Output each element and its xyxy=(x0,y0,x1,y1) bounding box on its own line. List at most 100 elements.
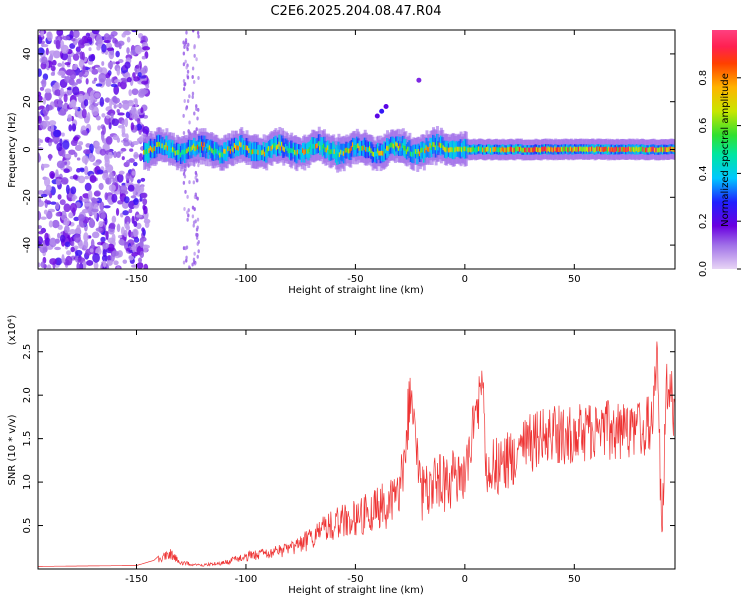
heatmap-cell xyxy=(54,246,61,251)
heatmap-cell xyxy=(438,142,442,148)
heatmap-cell xyxy=(559,147,562,153)
heatmap-cell xyxy=(597,146,601,152)
heatmap-cell xyxy=(610,146,614,152)
heatmap-cell xyxy=(131,113,139,120)
heatmap-cell xyxy=(565,146,569,152)
heatmap-cell xyxy=(116,173,124,183)
heatmap-cell xyxy=(513,147,516,153)
heatmap-cell xyxy=(337,149,340,155)
heatmap-cell xyxy=(329,149,333,155)
heatmap-cell xyxy=(468,147,472,153)
heatmap-cell xyxy=(140,88,149,95)
heatmap-cell xyxy=(274,142,277,148)
heatmap-cell xyxy=(292,147,296,153)
heatmap-cell xyxy=(389,142,393,148)
heatmap-cell xyxy=(97,125,101,131)
heatmap-cell xyxy=(258,150,262,156)
heatmap-cell xyxy=(101,113,106,118)
heatmap-cell xyxy=(261,150,264,156)
heatmap-cell xyxy=(544,146,548,152)
heatmap-cell xyxy=(43,177,51,187)
heatmap-cell xyxy=(71,241,75,247)
heatmap-cell xyxy=(433,142,436,148)
heatmap-cell xyxy=(44,237,51,247)
heatmap-cell xyxy=(556,147,560,152)
heatmap-cell xyxy=(403,145,406,151)
heatmap-cell xyxy=(196,116,199,121)
heatmap-cell xyxy=(142,125,150,135)
heatmap-cell xyxy=(63,168,70,174)
heatmap-cell xyxy=(592,146,595,152)
heatmap-cell xyxy=(541,146,544,152)
heatmap-cell xyxy=(183,45,186,50)
heatmap-cell xyxy=(269,146,272,152)
heatmap-cell xyxy=(77,93,84,103)
colorbar-tick-label: 0.6 xyxy=(698,118,709,134)
heatmap-cell xyxy=(144,149,147,155)
heatmap-cell xyxy=(416,152,419,157)
heatmap-cell xyxy=(442,145,446,151)
heatmap-cell xyxy=(596,146,599,152)
heatmap-cell xyxy=(108,200,113,205)
heatmap-cell xyxy=(164,144,167,150)
heatmap-cell xyxy=(245,145,249,150)
colorbar-label: Normalized spectral amplitude xyxy=(720,73,731,227)
heatmap-cell xyxy=(487,146,490,152)
heatmap-cell xyxy=(55,178,61,186)
heatmap-cell xyxy=(38,210,42,221)
heatmap-cell xyxy=(76,51,81,55)
heatmap-cell xyxy=(447,147,451,153)
heatmap-cell xyxy=(656,147,660,153)
heatmap-cell xyxy=(57,62,62,67)
heatmap-cell xyxy=(69,71,77,80)
heatmap-cell xyxy=(186,47,189,52)
heatmap-cell xyxy=(72,174,78,180)
heatmap-cell xyxy=(93,64,101,68)
heatmap-cell xyxy=(54,257,63,266)
heatmap-cell xyxy=(424,148,427,154)
heatmap-cell xyxy=(75,46,81,53)
heatmap-cell xyxy=(604,146,607,152)
heatmap-cell xyxy=(76,168,81,173)
heatmap-cell xyxy=(133,229,138,237)
heatmap-cell xyxy=(456,146,460,152)
heatmap-cell xyxy=(63,153,72,159)
heatmap-cell xyxy=(196,254,199,259)
heatmap-cell xyxy=(353,145,356,151)
heatmap-cell xyxy=(107,151,113,159)
heatmap-cell xyxy=(42,96,47,105)
heatmap-cell xyxy=(195,145,199,151)
heatmap-cell xyxy=(228,146,231,152)
heatmap-cell xyxy=(93,191,101,197)
heatmap-cell xyxy=(270,146,273,151)
heatmap-cell xyxy=(192,80,196,85)
heatmap-cell xyxy=(62,35,71,41)
heatmap-cell xyxy=(539,147,543,153)
heatmap-cell xyxy=(525,147,528,153)
heatmap-cell xyxy=(625,147,628,152)
heatmap-cell xyxy=(661,147,665,153)
heatmap-cell xyxy=(66,250,72,256)
heatmap-cell xyxy=(558,147,561,153)
heatmap-cell xyxy=(38,138,42,144)
x-tick-label: -150 xyxy=(125,574,148,585)
heatmap-cell xyxy=(340,149,343,155)
heatmap-cell xyxy=(60,177,69,185)
heatmap-cell xyxy=(413,149,417,154)
heatmap-cell xyxy=(426,146,430,152)
heatmap-cell xyxy=(131,215,135,224)
heatmap-cell xyxy=(617,147,620,153)
heatmap-cell xyxy=(117,81,122,87)
heatmap-cell xyxy=(41,43,49,48)
heatmap-cell xyxy=(583,146,586,152)
heatmap-cell xyxy=(392,143,396,149)
heatmap-cell xyxy=(619,146,623,152)
heatmap-cell xyxy=(358,145,361,151)
heatmap-cell xyxy=(312,143,316,149)
heatmap-cell xyxy=(48,50,57,55)
heatmap-cell xyxy=(171,146,175,152)
heatmap-cell xyxy=(187,42,190,47)
heatmap-cell xyxy=(42,107,49,116)
heatmap-cell xyxy=(84,182,92,192)
heatmap-cell xyxy=(651,146,654,152)
